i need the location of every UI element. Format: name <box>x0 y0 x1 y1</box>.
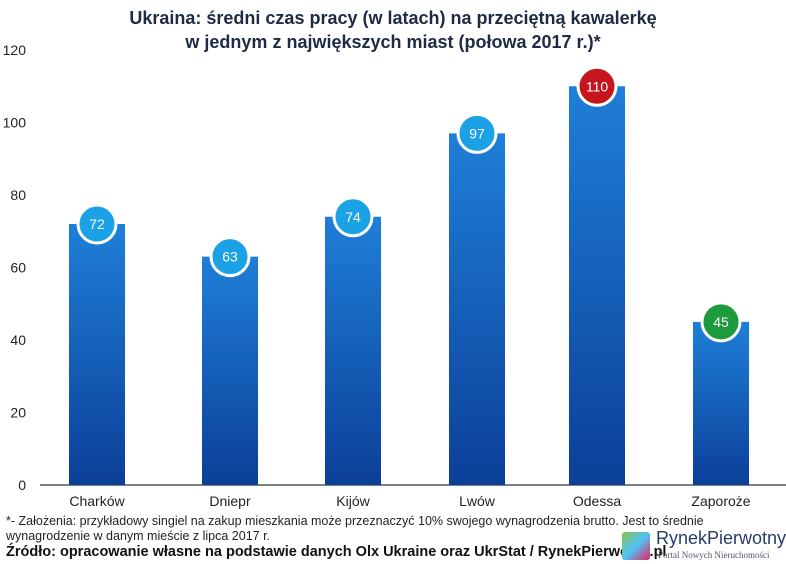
bar <box>693 321 749 485</box>
y-tick-label: 20 <box>10 405 26 421</box>
chart-title: Ukraina: średni czas pracy (w latach) na… <box>0 6 786 54</box>
data-label: 97 <box>469 125 485 141</box>
data-label-bubble <box>576 65 618 107</box>
y-tick-label: 40 <box>10 332 26 348</box>
footnote: *- Założenia: przykładowy singiel na zak… <box>6 514 704 543</box>
data-label: 110 <box>586 78 609 94</box>
logo: RynekPierwotny Portal Nowych Nieruchomoś… <box>620 528 786 564</box>
y-tick-label: 120 <box>3 42 27 58</box>
bar <box>202 256 258 485</box>
x-tick-label: Charków <box>69 493 125 509</box>
data-label: 45 <box>713 314 729 330</box>
x-tick-label: Odessa <box>573 493 621 509</box>
data-label: 74 <box>345 209 361 225</box>
data-label-bubble <box>456 112 498 154</box>
house-logo-icon <box>622 532 650 560</box>
data-label-bubble <box>76 203 118 245</box>
x-tick-label: Dniepr <box>209 493 251 509</box>
title-line-2: w jednym z największych miast (połowa 20… <box>185 32 601 52</box>
bar <box>69 224 125 485</box>
y-tick-label: 0 <box>18 477 26 493</box>
data-label: 63 <box>222 249 238 265</box>
logo-name: RynekPierwotny <box>656 528 786 548</box>
data-label: 72 <box>89 216 105 232</box>
y-tick-label: 60 <box>10 260 26 276</box>
title-line-1: Ukraina: średni czas pracy (w latach) na… <box>129 8 657 28</box>
x-tick-label: Lwów <box>459 493 496 509</box>
bar <box>449 133 505 485</box>
bar <box>325 216 381 485</box>
x-tick-label: Zaporoże <box>691 493 750 509</box>
y-tick-label: 80 <box>10 187 26 203</box>
y-tick-label: 100 <box>3 115 27 131</box>
data-label-bubble <box>332 196 374 238</box>
logo-tagline: Portal Nowych Nieruchomości <box>658 550 770 560</box>
data-label-bubble <box>700 301 742 343</box>
x-tick-label: Kijów <box>336 493 370 509</box>
bar <box>569 86 625 485</box>
data-label-bubble <box>209 236 251 278</box>
source-text: Źródło: opracowanie własne na podstawie … <box>6 544 667 560</box>
